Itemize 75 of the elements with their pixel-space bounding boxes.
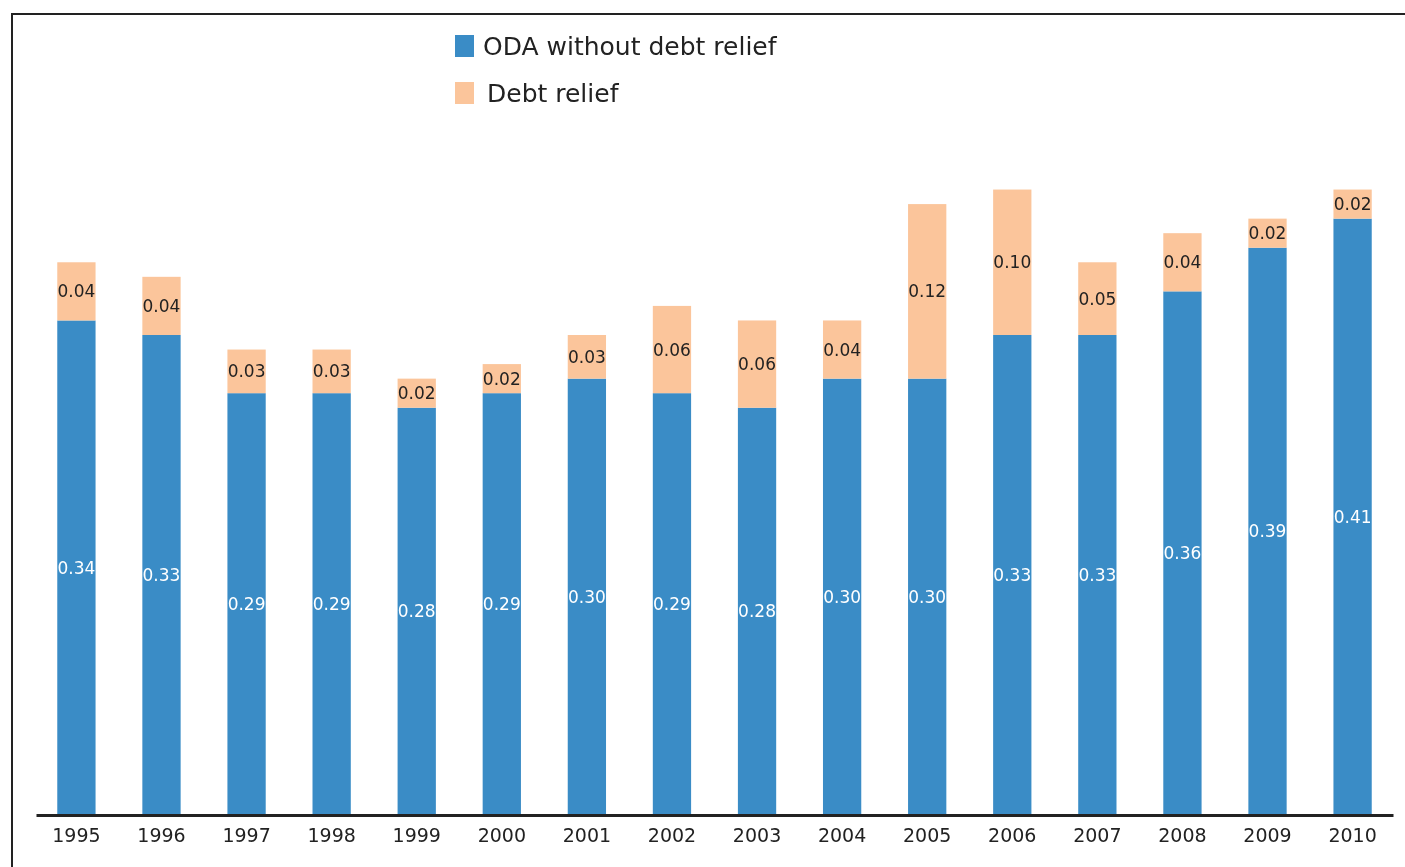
data-label: 0.33 xyxy=(142,565,181,585)
legend-label: Debt relief xyxy=(487,79,620,108)
data-label: 0.30 xyxy=(908,586,947,607)
bar xyxy=(1078,262,1117,335)
x-tick-label: 2010 xyxy=(1328,824,1377,847)
data-label: 0.04 xyxy=(1163,252,1202,273)
bar xyxy=(397,407,436,815)
bar xyxy=(908,204,947,379)
data-label: 0.03 xyxy=(227,361,266,382)
bar xyxy=(142,335,181,815)
data-label: 0.41 xyxy=(1333,506,1372,527)
bar xyxy=(57,262,96,321)
data-label: 0.30 xyxy=(567,586,606,607)
data-label: 0.03 xyxy=(567,346,606,367)
bar xyxy=(822,320,862,379)
data-label: 0.39 xyxy=(1248,521,1287,542)
data-label: 0.06 xyxy=(738,354,776,375)
data-label: 0.33 xyxy=(1078,565,1117,585)
x-tick-label: 2008 xyxy=(1158,824,1207,847)
data-label: 0.04 xyxy=(142,295,181,316)
x-tick-label: 2005 xyxy=(903,824,952,847)
data-label: 0.34 xyxy=(57,557,96,578)
bar xyxy=(1078,335,1117,815)
bar xyxy=(57,320,96,815)
x-tick-label: 2001 xyxy=(562,824,612,847)
bar xyxy=(652,305,692,394)
x-tick-label: 1995 xyxy=(52,824,101,847)
data-label: 0.29 xyxy=(653,594,691,615)
x-tick-label: 2002 xyxy=(647,824,697,847)
data-label: 0.29 xyxy=(482,594,521,615)
legend-label: ODA without debt relief xyxy=(483,32,778,61)
data-label: 0.29 xyxy=(312,594,351,615)
bar xyxy=(142,276,181,335)
x-tick-label: 2000 xyxy=(477,824,526,847)
bar xyxy=(737,320,777,408)
data-label: 0.28 xyxy=(738,601,776,622)
data-label: 0.04 xyxy=(57,281,96,302)
data-label: 0.03 xyxy=(312,361,351,382)
bar xyxy=(1248,247,1287,815)
data-label: 0.30 xyxy=(823,586,862,607)
x-tick-label: 1998 xyxy=(307,824,356,847)
data-label: 0.29 xyxy=(227,594,266,615)
x-tick-label: 2007 xyxy=(1073,824,1122,847)
x-tick-label: 2006 xyxy=(988,824,1037,847)
data-label: 0.02 xyxy=(1333,194,1372,215)
data-label: 0.28 xyxy=(397,601,436,622)
data-label: 0.10 xyxy=(993,252,1032,273)
bar xyxy=(1163,233,1202,292)
bar xyxy=(993,189,1032,335)
data-label: 0.02 xyxy=(482,368,521,389)
x-tick-label: 1997 xyxy=(222,824,271,847)
x-tick-label: 2003 xyxy=(732,824,782,847)
bar xyxy=(227,393,266,815)
data-label: 0.33 xyxy=(993,565,1032,585)
bar xyxy=(482,393,521,815)
x-tick-label: 1996 xyxy=(137,824,186,847)
bar xyxy=(908,378,947,815)
data-label: 0.02 xyxy=(1248,223,1287,244)
data-label: 0.02 xyxy=(397,383,436,404)
bar xyxy=(737,407,777,815)
data-label: 0.04 xyxy=(823,339,862,360)
bar xyxy=(1333,218,1372,815)
data-label: 0.05 xyxy=(1078,288,1117,309)
bar xyxy=(567,378,607,815)
data-label: 0.06 xyxy=(653,339,691,360)
bar xyxy=(312,393,351,815)
data-label: 0.36 xyxy=(1163,543,1202,564)
data-label: 0.12 xyxy=(908,281,947,302)
x-tick-label: 1999 xyxy=(392,824,441,847)
bar xyxy=(822,378,862,815)
bar xyxy=(993,335,1032,815)
x-tick-label: 2009 xyxy=(1243,824,1292,847)
bar xyxy=(652,393,692,815)
x-tick-label: 2004 xyxy=(817,824,867,847)
bar xyxy=(1163,291,1202,815)
